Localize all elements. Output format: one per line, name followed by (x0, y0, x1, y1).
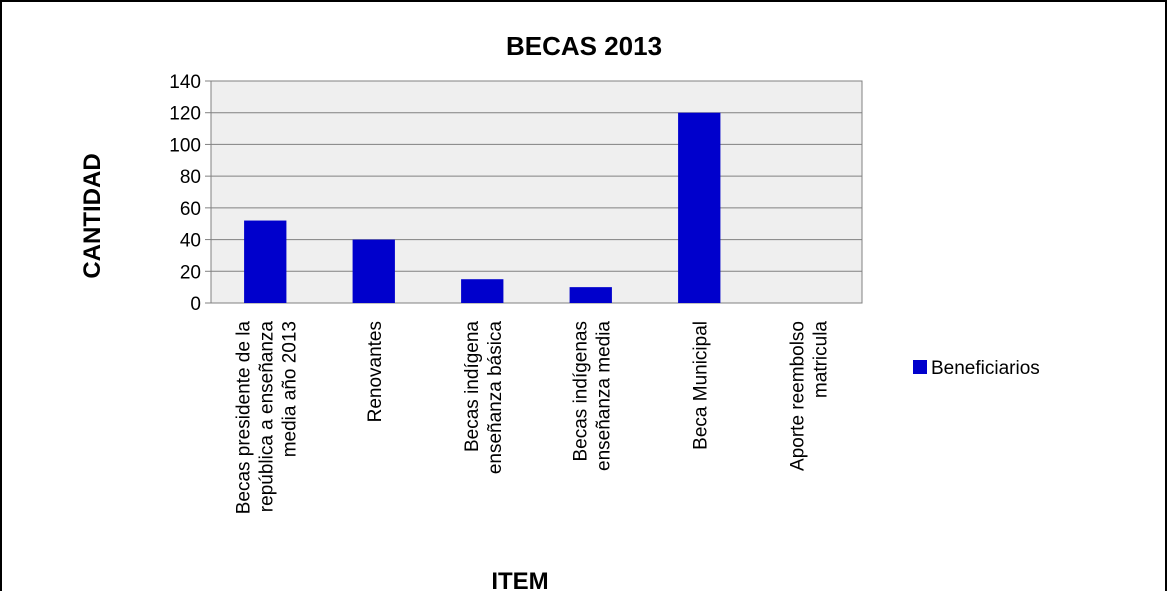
x-category-label-line: Renovantes (365, 321, 386, 422)
x-category-label-line: Beca Municipal (690, 321, 711, 450)
bar (244, 220, 287, 303)
y-tick-label: 0 (190, 294, 201, 315)
gridlines (211, 112, 862, 272)
x-category-label-line: matricula (810, 321, 831, 399)
legend-swatch (913, 360, 927, 374)
x-category-label-line: Becas indígena (462, 321, 483, 452)
y-axis-ticks: 0 20 40 60 80 100 120 140 (169, 72, 211, 315)
x-category-label: Becas presidente de la república a enseña… (233, 321, 300, 515)
y-tick-label: 140 (169, 72, 201, 93)
x-category-label-line: enseñanza media (593, 321, 614, 471)
y-axis-title: CANTIDAD (79, 153, 106, 278)
x-category-label: Aporte reembolso matricula (787, 321, 831, 471)
chart-title: BECAS 2013 (506, 31, 662, 61)
x-category-label-line: Aporte reembolso (787, 321, 808, 471)
x-category-label-line: república a enseñanza (256, 321, 277, 513)
x-category-label: Beca Municipal (690, 321, 711, 450)
x-axis-title: ITEM (491, 568, 548, 593)
x-category-label: Becas indígenas enseñanza media (570, 321, 614, 471)
bars (244, 112, 721, 303)
y-tick-label: 120 (169, 104, 201, 125)
x-category-label: Renovantes (365, 321, 386, 422)
bar (569, 287, 612, 303)
bar (678, 112, 721, 303)
y-tick-label: 40 (180, 231, 201, 252)
bar (461, 279, 504, 303)
y-tick-label: 100 (169, 135, 201, 156)
legend: Beneficiarios (913, 358, 1040, 379)
plot-area (210, 80, 863, 304)
x-category-label: Becas indígena enseñanza básica (462, 321, 506, 475)
x-category-label-line: enseñanza básica (485, 321, 506, 475)
y-tick-label: 80 (180, 167, 201, 188)
x-category-label-line: Becas presidente de la (233, 321, 254, 515)
x-category-label-line: media año 2013 (279, 321, 300, 457)
legend-label: Beneficiarios (931, 358, 1040, 379)
y-tick-label: 20 (180, 262, 201, 283)
bar (352, 239, 395, 303)
x-category-label-line: Becas indígenas (570, 321, 591, 462)
x-axis-category-labels: Becas presidente de la república a enseña… (233, 321, 831, 515)
y-tick-label: 60 (180, 199, 201, 220)
